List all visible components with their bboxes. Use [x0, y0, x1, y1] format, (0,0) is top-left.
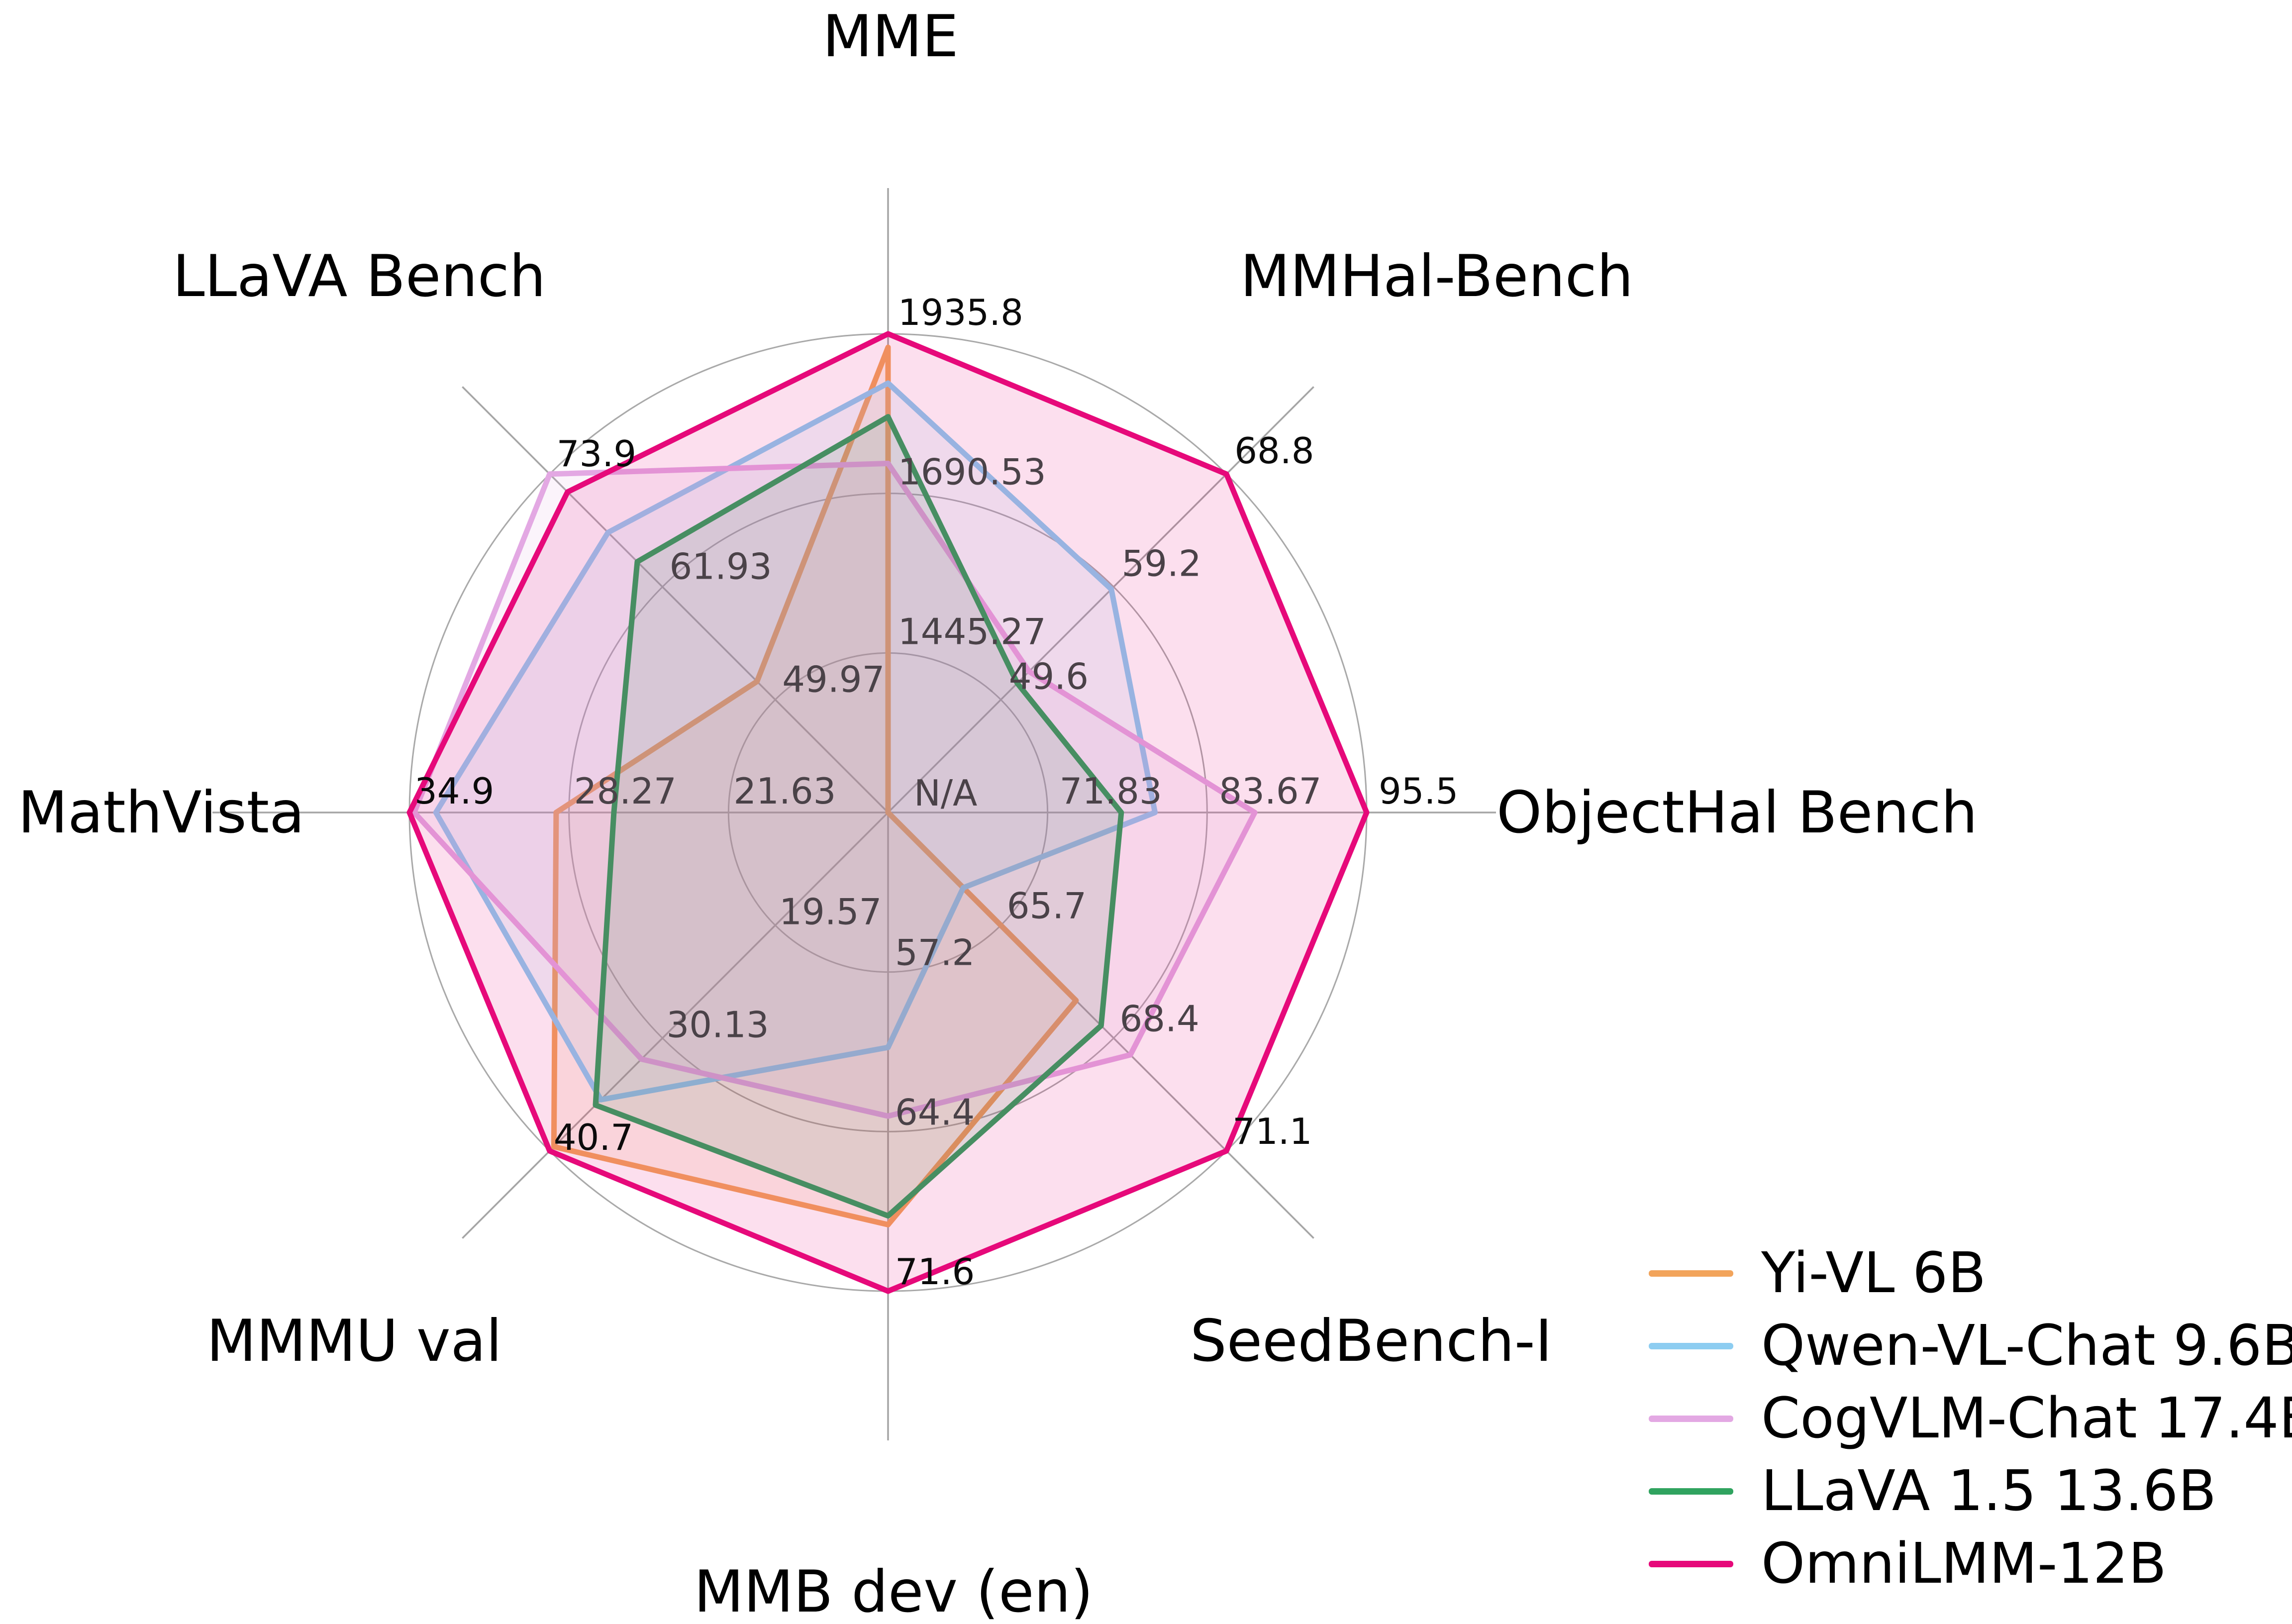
legend-swatch-llava-1-5	[1649, 1488, 1733, 1495]
axis-label-mathvista: MathVista	[18, 779, 305, 846]
series-polygon-yi-vl-6b	[551, 344, 1079, 1227]
legend-label-cogvlm-chat: CogVLM-Chat 17.4B	[1761, 1386, 2292, 1451]
axis-label-mmb-dev-en: MMB dev (en)	[694, 1558, 1094, 1624]
legend-swatch-cogvlm-chat	[1649, 1415, 1733, 1422]
tick-label: 1935.8	[898, 292, 1023, 333]
tick-label: 71.83	[1060, 770, 1162, 812]
radar-spoke	[462, 386, 889, 813]
series-polygon-cogvlm-chat-17-4b	[411, 460, 1258, 1119]
tick-label: 61.93	[670, 546, 772, 588]
tick-label: 1690.53	[898, 451, 1046, 493]
tick-label: 68.8	[1234, 430, 1314, 472]
tick-label: 59.2	[1121, 543, 1201, 585]
legend-label-yi-vl: Yi-VL 6B	[1761, 1241, 1987, 1306]
legend-label-omnilmm: OmniLMM-12B	[1761, 1531, 2167, 1596]
tick-label: 68.4	[1119, 998, 1199, 1039]
radar-spoke	[462, 812, 889, 1239]
legend-item-yi-vl: Yi-VL 6B	[1649, 1237, 2292, 1310]
axis-label-mmhal-bench: MMHal-Bench	[1240, 243, 1634, 310]
axis-label-llava-bench: LLaVA Bench	[172, 243, 546, 310]
tick-label: 30.13	[667, 1004, 769, 1045]
tick-label: 83.67	[1219, 770, 1321, 812]
tick-label: 65.7	[1007, 885, 1087, 927]
tick-label: 1445.27	[898, 610, 1046, 652]
tick-label: 19.57	[779, 891, 882, 933]
tick-label: 21.63	[733, 770, 836, 812]
axis-label-objecthal-bench: ObjectHal Bench	[1496, 779, 1978, 846]
legend-item-llava-1-5: LLaVA 1.5 13.6B	[1649, 1455, 2292, 1527]
tick-label: 95.5	[1379, 770, 1458, 812]
tick-label: 28.27	[574, 770, 677, 812]
legend-label-llava-1-5: LLaVA 1.5 13.6B	[1761, 1459, 2217, 1523]
legend-item-qwen-vl-chat: Qwen-VL-Chat 9.6B	[1649, 1310, 2292, 1382]
tick-label: 40.7	[554, 1116, 633, 1158]
legend-swatch-yi-vl	[1649, 1270, 1733, 1277]
radar-spoke	[887, 386, 1314, 813]
legend-label-qwen-vl-chat: Qwen-VL-Chat 9.6B	[1761, 1314, 2292, 1378]
axis-label-mme: MME	[822, 3, 959, 70]
tick-label-na: N/A	[914, 772, 977, 814]
legend: Yi-VL 6B Qwen-VL-Chat 9.6B CogVLM-Chat 1…	[1649, 1237, 2292, 1600]
axis-label-seedbench-i: SeedBench-I	[1190, 1308, 1552, 1375]
series-polygon-llava-1-5-13-6b	[593, 414, 1124, 1219]
tick-label: 71.6	[895, 1251, 975, 1293]
legend-swatch-qwen-vl-chat	[1649, 1342, 1733, 1349]
series-polygon-omnilmm-12b	[406, 331, 1370, 1294]
axis-label-mmmu-val: MMMU val	[206, 1308, 502, 1375]
tick-label: 64.4	[895, 1091, 975, 1133]
legend-swatch-omnilmm	[1649, 1560, 1733, 1567]
legend-item-cogvlm-chat: CogVLM-Chat 17.4B	[1649, 1382, 2292, 1455]
tick-label: 34.9	[414, 770, 494, 812]
tick-label: 57.2	[895, 932, 975, 974]
tick-label: 49.97	[782, 658, 885, 700]
series-polygon-qwen-vl-chat-9-6b	[433, 380, 1158, 1103]
tick-label: 71.1	[1232, 1111, 1312, 1152]
tick-label: 49.6	[1009, 655, 1089, 697]
legend-item-omnilmm: OmniLMM-12B	[1649, 1527, 2292, 1600]
tick-label: 73.9	[557, 433, 636, 475]
